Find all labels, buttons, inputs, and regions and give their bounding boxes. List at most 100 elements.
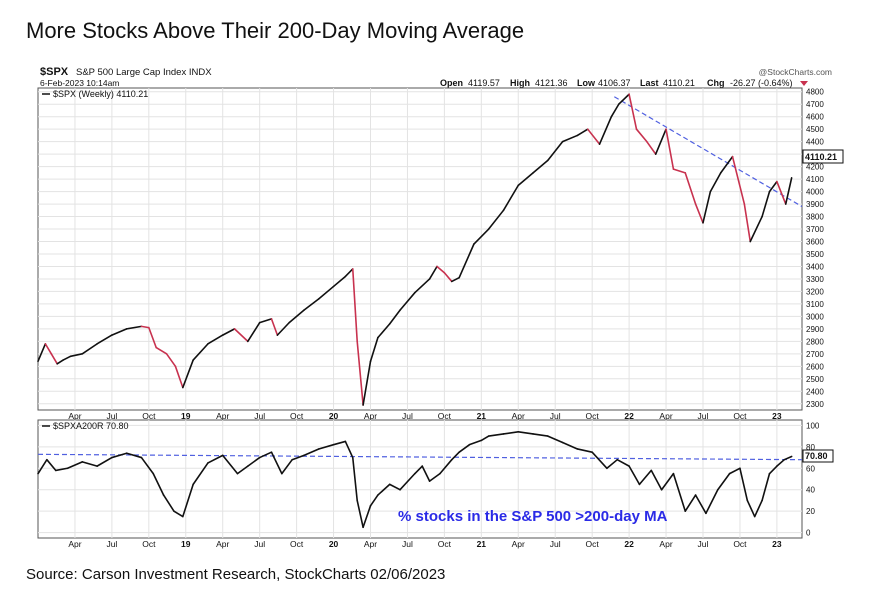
series-segment <box>414 278 431 294</box>
page-title: More Stocks Above Their 200-Day Moving A… <box>26 18 525 43</box>
y-tick-label: 2800 <box>806 337 824 346</box>
y-tick-label: 4800 <box>806 88 824 97</box>
series-segment <box>332 275 347 288</box>
series-segment <box>646 140 657 155</box>
series-segment <box>458 443 471 453</box>
x-tick-label: 19 <box>181 539 191 549</box>
series-segment <box>303 448 320 457</box>
series-segment <box>351 268 358 343</box>
series-segment <box>66 461 84 470</box>
y-tick-label: 2600 <box>806 362 824 371</box>
series-segment <box>152 472 165 496</box>
series-segment <box>81 461 98 467</box>
series-segment <box>192 462 209 486</box>
x-tick-label: Oct <box>142 411 156 421</box>
series-segment <box>356 499 364 529</box>
series-segment <box>665 128 675 170</box>
series-segment <box>192 343 209 361</box>
series-segment <box>458 243 475 279</box>
x-tick-label: 20 <box>329 411 339 421</box>
x-tick-label: Jul <box>106 411 117 421</box>
series-segment <box>111 452 128 459</box>
low-label: Low <box>577 78 596 88</box>
down-triangle-icon <box>800 81 808 86</box>
series-segment <box>591 451 608 470</box>
series-segment <box>270 451 283 475</box>
series-segment <box>547 140 564 162</box>
series-segment <box>532 433 549 437</box>
source-note: Source: Carson Investment Research, Stoc… <box>26 566 446 583</box>
last-breadth-label: 70.80 <box>805 451 828 461</box>
series-segment <box>96 456 113 467</box>
x-tick-label: Apr <box>364 539 377 549</box>
series-segment <box>468 439 483 446</box>
series-segment <box>684 172 697 205</box>
series-segment <box>709 172 722 193</box>
x-tick-label: Jul <box>698 411 709 421</box>
series-segment <box>258 318 273 324</box>
y-tick-label: 3300 <box>806 275 824 284</box>
series-segment <box>362 505 372 529</box>
series-segment <box>617 93 630 106</box>
price-legend: $SPX (Weekly) 4110.21 <box>53 89 148 99</box>
series-segment <box>586 128 601 145</box>
series-segment <box>610 103 620 118</box>
x-tick-label: Oct <box>438 539 452 549</box>
series-segment <box>428 265 438 280</box>
series-segment <box>351 456 358 502</box>
series-segment <box>207 454 224 464</box>
series-segment <box>547 435 564 444</box>
series-segment <box>148 326 158 349</box>
last-breadth-box <box>802 449 834 463</box>
x-tick-label: Oct <box>142 539 156 549</box>
series-segment <box>606 458 619 470</box>
series-segment <box>388 309 401 325</box>
breadth-legend: $SPXA200R 70.80 <box>53 421 129 431</box>
y-tick-label: 3000 <box>806 312 824 321</box>
series-segment <box>37 343 47 363</box>
series-segment <box>532 159 549 174</box>
series-segment <box>207 334 224 345</box>
series-segment <box>344 268 354 278</box>
high-label: High <box>510 78 530 88</box>
series-segment <box>182 483 194 518</box>
series-segment <box>768 465 778 475</box>
series-segment <box>761 472 771 502</box>
series-segment <box>414 465 424 475</box>
series-segment <box>96 334 113 345</box>
x-tick-label: Oct <box>586 411 600 421</box>
last-price-label: 4110.21 <box>805 152 837 162</box>
y-tick-label: 3800 <box>806 213 824 222</box>
series-segment <box>439 458 453 475</box>
x-tick-label: Apr <box>68 411 81 421</box>
series-segment <box>517 430 534 435</box>
series-segment <box>784 177 793 205</box>
series-segment <box>694 203 704 224</box>
y-tick-label: 2300 <box>806 400 824 409</box>
series-segment <box>705 488 719 515</box>
series-segment <box>776 458 786 467</box>
last-price-box <box>802 149 844 164</box>
y-tick-label: 100 <box>806 421 820 430</box>
x-tick-label: Jul <box>402 539 413 549</box>
chg-label: Chg <box>707 78 725 88</box>
x-tick-label: Apr <box>512 411 525 421</box>
series-segment <box>399 472 416 491</box>
y-tick-label: 2700 <box>806 350 824 359</box>
series-segment <box>576 448 593 453</box>
series-segment <box>125 325 143 330</box>
series-segment <box>291 454 305 461</box>
series-segment <box>81 343 98 355</box>
x-tick-label: Oct <box>290 539 304 549</box>
series-segment <box>388 483 401 491</box>
series-segment <box>182 359 194 389</box>
series-segment <box>684 494 697 512</box>
series-segment <box>728 467 741 475</box>
y-tick-label: 3900 <box>806 200 824 209</box>
y-tick-label: 4100 <box>806 175 824 184</box>
series-segment <box>561 134 579 143</box>
x-tick-label: Oct <box>438 411 452 421</box>
y-tick-label: 3700 <box>806 225 824 234</box>
y-tick-label: 3500 <box>806 250 824 259</box>
